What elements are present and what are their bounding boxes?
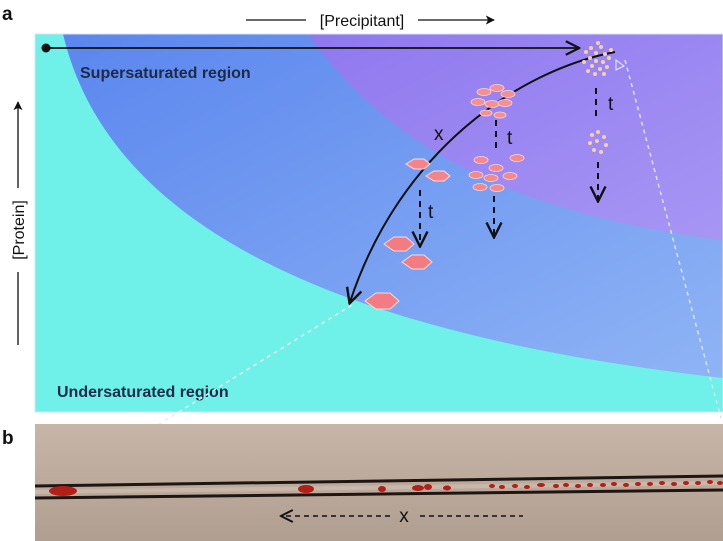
time-arrow-middle: t	[495, 120, 513, 153]
protein-axis-label: [Protein]	[11, 200, 28, 260]
protein-axis: [Protein]	[11, 101, 28, 345]
panel-a-letter: a	[2, 4, 13, 25]
time-arrow-right: t	[588, 88, 614, 200]
microcrystal-cluster-lower	[468, 154, 525, 192]
capillary-photo: x	[34, 424, 723, 541]
large-crystals	[364, 236, 433, 310]
path-x-label: x	[434, 124, 444, 145]
time-label-left: t	[428, 202, 434, 223]
diffusion-path-arrow	[350, 51, 616, 302]
supersaturated-label: Supersaturated region	[80, 65, 251, 82]
time-arrow-left: t	[420, 190, 434, 245]
panel-b-letter: b	[2, 428, 14, 449]
distance-x-label: x	[399, 506, 409, 527]
precipitate-cluster	[582, 41, 613, 76]
precipitation-region	[308, 34, 723, 240]
microcrystal-cluster-upper	[470, 84, 516, 119]
time-label-middle: t	[507, 128, 513, 149]
phase-diagram-plot	[35, 34, 723, 412]
precipitant-axis: [Precipitant]	[246, 13, 495, 30]
undersaturated-label: Undersaturated region	[57, 384, 229, 401]
time-label-right: t	[608, 94, 614, 115]
precipitant-path-arrow	[41, 44, 579, 53]
zoom-connector-right	[624, 59, 722, 419]
distance-arrow: x	[282, 506, 523, 527]
capillary-crystals	[49, 480, 723, 496]
precipitant-axis-label: [Precipitant]	[320, 13, 404, 30]
crystal-pair	[405, 158, 451, 182]
